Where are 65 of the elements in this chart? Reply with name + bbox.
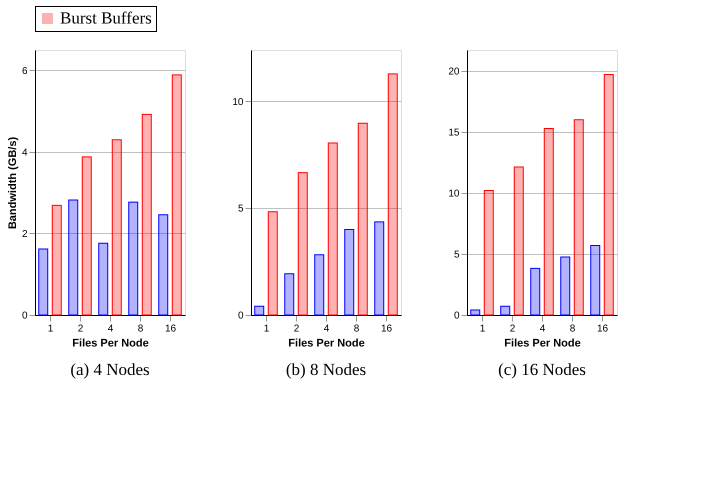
bar [298, 172, 308, 316]
bar [128, 202, 138, 316]
y-tick-label: 15 [448, 127, 460, 138]
x-tick-label: 2 [78, 324, 84, 334]
x-tick-label: 8 [354, 324, 360, 334]
y-tick-label: 10 [232, 96, 244, 108]
bar [470, 309, 480, 316]
bar [358, 122, 368, 316]
x-tick-label: 16 [380, 324, 392, 334]
x-axis-title: Files Per Node [288, 338, 365, 350]
x-axis-title: Files Per Node [504, 338, 581, 350]
x-tick-label: 8 [138, 324, 144, 334]
text: (c) 16 Nodes [498, 360, 586, 379]
bar [574, 119, 584, 316]
bar [82, 156, 92, 316]
bar [374, 221, 384, 316]
x-tick-label: 4 [540, 324, 546, 334]
bar [158, 214, 168, 316]
bar [590, 245, 600, 316]
bar [314, 254, 324, 316]
x-axis-title: Files Per Node [72, 338, 149, 350]
bar [172, 74, 182, 316]
x-tick-label: 1 [48, 324, 54, 334]
x-tick-label: 4 [324, 324, 330, 334]
text: (b) 8 Nodes [286, 360, 366, 379]
bar [68, 200, 78, 316]
bar [344, 229, 354, 316]
bar [254, 306, 264, 316]
bar [142, 114, 152, 316]
bar [530, 268, 540, 316]
bar [604, 74, 614, 316]
x-tick-label: 2 [510, 324, 516, 334]
y-tick-label: 10 [448, 188, 460, 200]
bar [560, 256, 570, 316]
x-tick-label: 16 [596, 324, 608, 334]
y-tick-label: 6 [22, 66, 28, 77]
x-tick-label: 16 [164, 324, 176, 334]
y-tick-label: 0 [454, 310, 460, 322]
y-tick-label: 2 [22, 228, 28, 240]
y-tick-label: 0 [238, 310, 244, 322]
y-tick-label: 4 [22, 147, 28, 158]
text: (a) 4 Nodes [70, 360, 150, 379]
bar [112, 139, 122, 316]
bar [500, 306, 510, 316]
y-tick-label: 0 [22, 310, 28, 322]
bar [544, 128, 554, 316]
bar [284, 273, 294, 316]
bar [388, 73, 398, 316]
bar [268, 211, 278, 316]
bar [514, 166, 524, 316]
y-tick-label: 5 [454, 249, 460, 260]
y-axis-title: Bandwidth (GB/s) [6, 136, 19, 230]
bar [38, 248, 48, 316]
bar [98, 242, 108, 316]
legend-label: Burst Buffers [60, 8, 152, 28]
x-tick-label: 1 [480, 324, 486, 334]
x-tick-label: 8 [570, 324, 576, 334]
x-tick-label: 4 [108, 324, 114, 334]
x-tick-label: 1 [264, 324, 270, 334]
x-tick-label: 2 [294, 324, 300, 334]
y-tick-label: 20 [448, 66, 460, 78]
y-tick-label: 5 [238, 204, 244, 215]
bar [328, 142, 338, 316]
bar [484, 190, 494, 316]
bar [52, 204, 62, 316]
